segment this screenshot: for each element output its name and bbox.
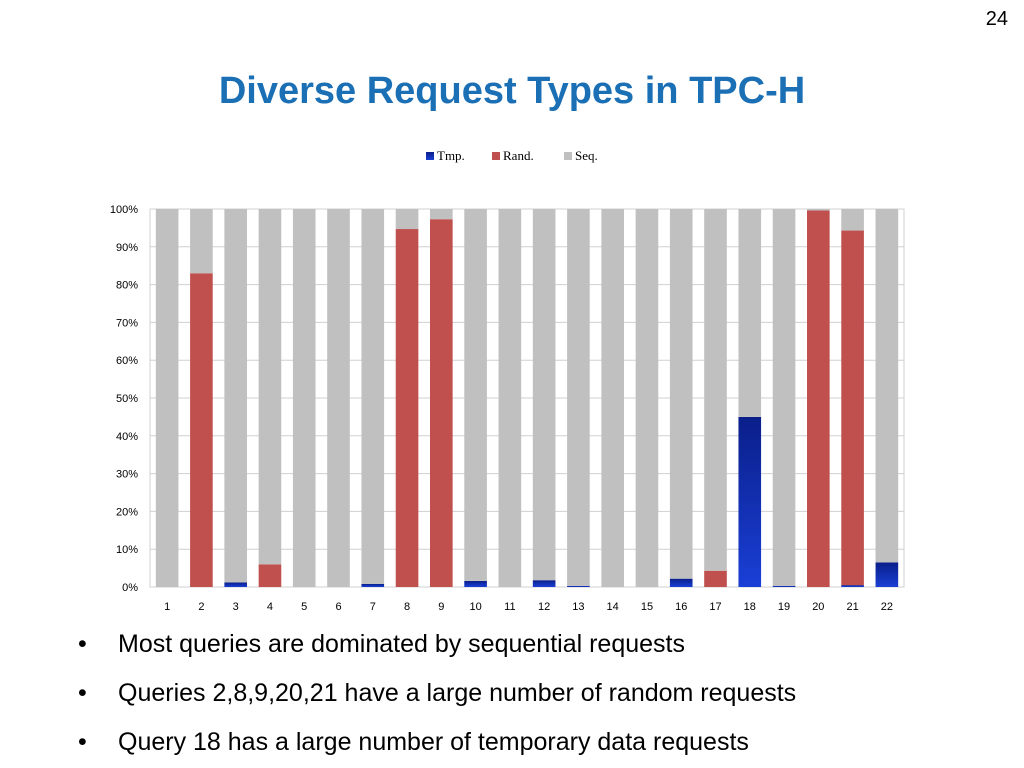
- x-tick-label: 10: [469, 601, 481, 613]
- bullet-item: • Queries 2,8,9,20,21 have a large number…: [78, 669, 796, 718]
- x-tick-label: 2: [198, 601, 204, 613]
- bar-tmp-22: [875, 562, 899, 587]
- bar-tmp-7: [361, 583, 385, 587]
- slide-title: Diverse Request Types in TPC-H: [218, 70, 806, 112]
- x-tick-label: 18: [744, 601, 756, 613]
- bar-seq-2: [190, 209, 213, 274]
- bar-seq-7: [361, 209, 385, 584]
- bullet-text: Queries 2,8,9,20,21 have a large number …: [118, 679, 797, 707]
- bar-seq-3: [224, 209, 247, 583]
- bullet-marker: •: [78, 728, 87, 756]
- bar-seq-6: [327, 209, 350, 587]
- bar-seq-22: [875, 209, 899, 563]
- bar-rand-20: [807, 210, 830, 587]
- plot-frame: [149, 208, 905, 588]
- bar-seq-13: [567, 209, 590, 586]
- bar-seq-19: [772, 209, 796, 586]
- y-tick-label: 10%: [116, 544, 138, 556]
- bar-rand-21: [841, 230, 864, 586]
- y-tick-label: 60%: [116, 355, 138, 367]
- x-tick-label: 15: [641, 601, 653, 613]
- bar-rand-17: [704, 570, 727, 587]
- x-tick-label: 19: [778, 601, 790, 613]
- request-type-chart: Tmp. Rand. Seq. 0% 10% 20% 30% 40% 50% 60% 70% 80% 9…: [90, 140, 920, 620]
- x-tick-label: 4: [267, 601, 273, 613]
- legend-swatch: [426, 152, 434, 160]
- bar-tmp-21: [841, 585, 864, 587]
- bar-seq-11: [498, 209, 522, 587]
- y-tick-label: 70%: [116, 317, 138, 329]
- x-tick-label: 13: [572, 601, 584, 613]
- bullet-text: Query 18 has a large number of temporary…: [118, 728, 749, 756]
- bar-rand-2: [190, 273, 213, 587]
- bar-tmp-12: [532, 580, 556, 587]
- x-tick-label: 1: [164, 601, 170, 613]
- y-tick-label: 50%: [116, 393, 138, 405]
- bar-seq-17: [704, 209, 727, 571]
- bar-tmp-10: [464, 580, 487, 587]
- y-tick-label: 90%: [116, 242, 138, 254]
- bar-seq-21: [841, 209, 864, 231]
- y-tick-label: 100%: [110, 204, 138, 216]
- bullet-marker: •: [78, 679, 87, 707]
- bullet-list: • Most queries are dominated by sequentia…: [78, 620, 796, 767]
- x-tick-label: 3: [233, 601, 239, 613]
- y-tick-label: 30%: [116, 469, 138, 481]
- bar-tmp-19: [772, 585, 796, 587]
- bar-seq-12: [532, 209, 556, 581]
- bullet-marker: •: [78, 630, 87, 658]
- y-tick-label: 40%: [116, 431, 138, 443]
- y-tick-label: 20%: [116, 506, 138, 518]
- stacked-bar-chart: Tmp. Rand. Seq. 0% 10% 20% 30% 40% 50% 60% 70% 80% 9…: [110, 148, 905, 613]
- x-tick-label: 20: [812, 601, 824, 613]
- legend-label: Rand.: [503, 148, 534, 163]
- bar-seq-1: [155, 209, 179, 587]
- x-tick-label: 21: [846, 601, 858, 613]
- x-tick-label: 7: [370, 601, 376, 613]
- x-tick-label: 5: [301, 601, 307, 613]
- bar-tmp-18: [738, 416, 762, 587]
- bullet-text: Most queries are dominated by sequential…: [118, 630, 685, 658]
- x-tick-label: 22: [881, 601, 893, 613]
- bullet-item: • Most queries are dominated by sequentia…: [78, 620, 796, 669]
- legend-swatch: [564, 152, 572, 160]
- y-tick-label: 0%: [122, 582, 138, 594]
- bar-seq-8: [395, 209, 419, 230]
- legend-label: Tmp.: [437, 148, 465, 163]
- legend-swatch: [492, 152, 500, 160]
- bar-rand-4: [258, 564, 282, 587]
- legend-label: Seq.: [575, 148, 598, 163]
- x-tick-label: 6: [335, 601, 341, 613]
- x-tick-label: 12: [538, 601, 550, 613]
- bar-rand-9: [430, 219, 453, 587]
- bar-seq-18: [738, 209, 762, 417]
- bar-seq-15: [635, 209, 659, 587]
- x-tick-label: 16: [675, 601, 687, 613]
- x-tick-label: 9: [438, 601, 444, 613]
- bar-tmp-13: [567, 585, 590, 587]
- bar-seq-5: [292, 209, 316, 587]
- bar-seq-10: [464, 209, 487, 581]
- bullet-item: • Query 18 has a large number of temporar…: [78, 718, 796, 767]
- bar-rand-8: [395, 229, 419, 587]
- bar-seq-14: [601, 209, 624, 587]
- bar-seq-20: [807, 209, 830, 211]
- bar-seq-4: [258, 209, 282, 565]
- x-tick-label: 8: [404, 601, 410, 613]
- bar-seq-9: [430, 209, 453, 220]
- x-tick-label: 17: [709, 601, 721, 613]
- y-tick-label: 80%: [116, 280, 138, 292]
- slide-number: 24: [985, 8, 1008, 30]
- bar-tmp-16: [669, 578, 693, 587]
- bar-tmp-3: [224, 582, 247, 587]
- x-tick-label: 14: [607, 601, 619, 613]
- bar-seq-16: [669, 209, 693, 579]
- x-tick-label: 11: [504, 601, 515, 613]
